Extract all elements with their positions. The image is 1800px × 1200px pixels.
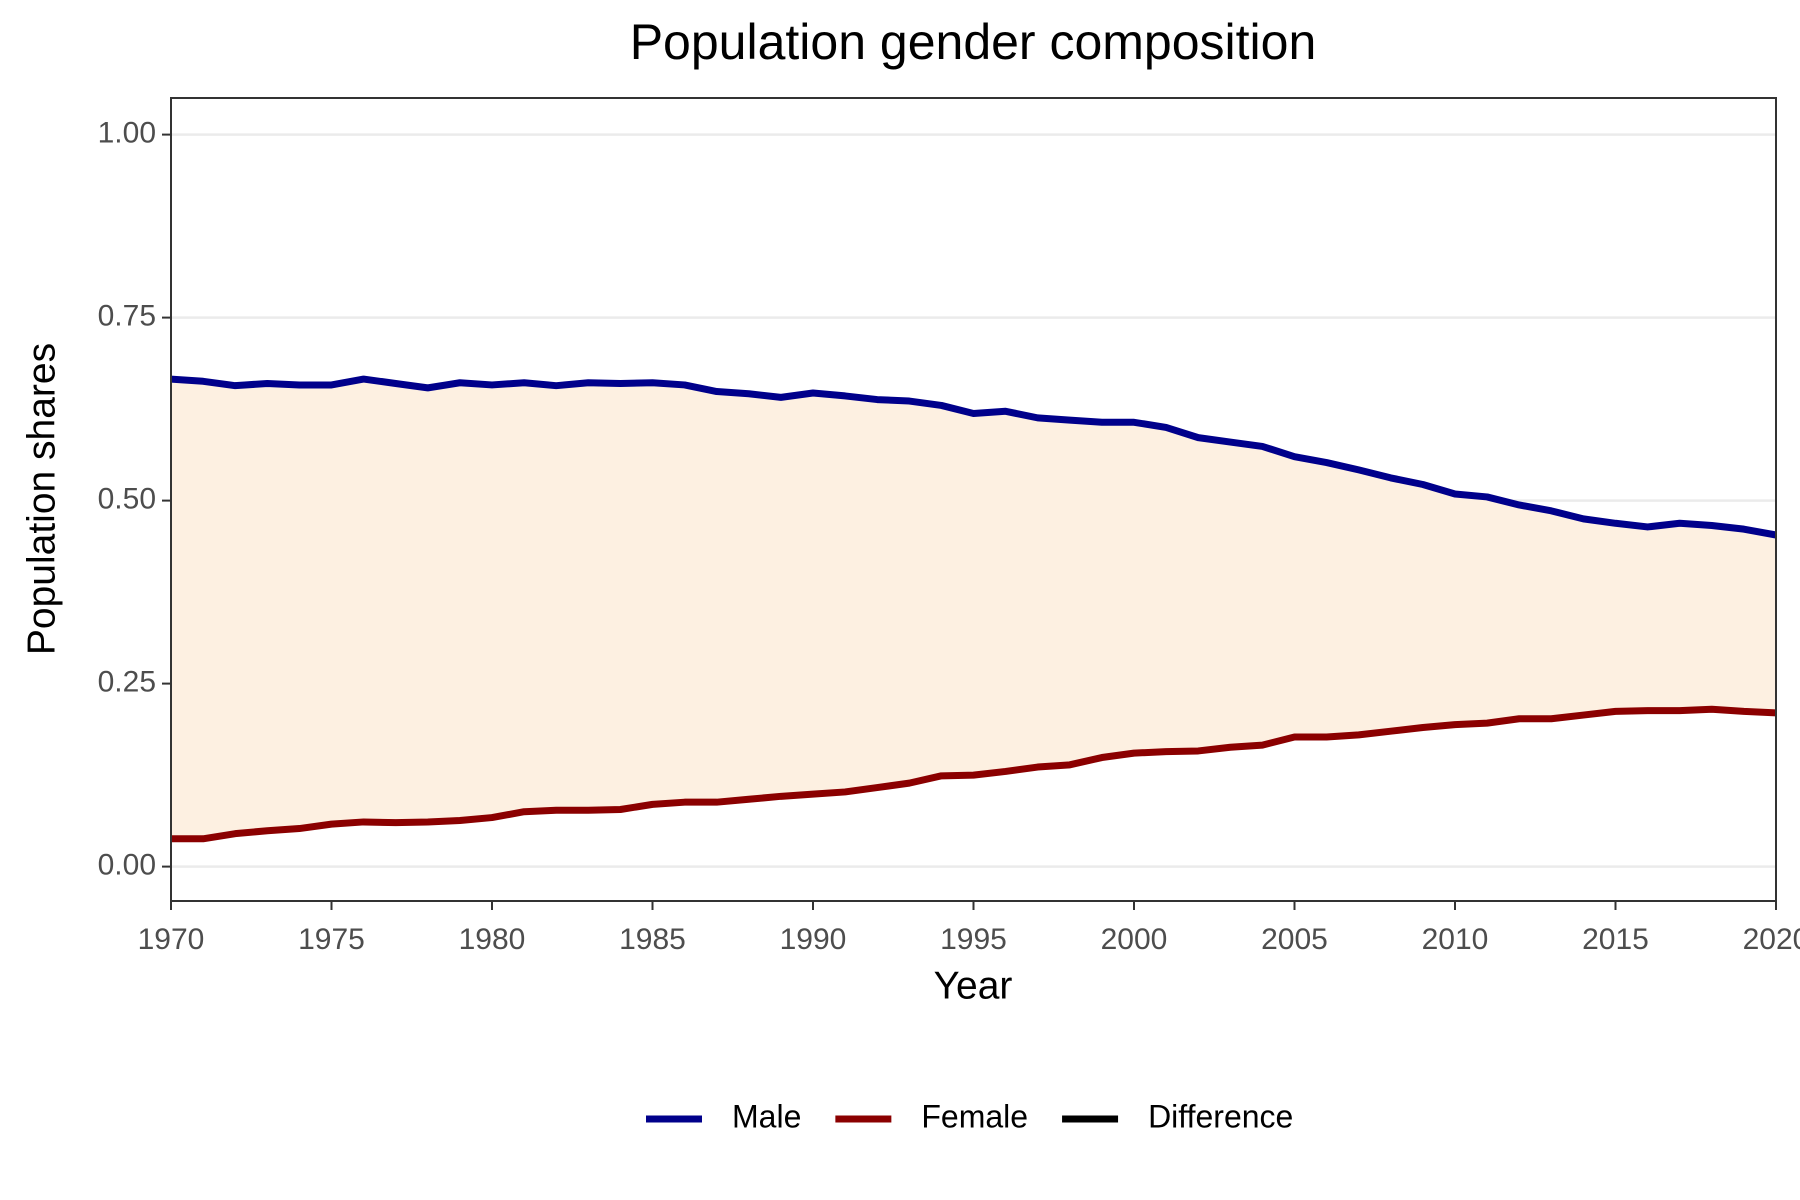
- x-tick-label: 2015: [1582, 923, 1649, 956]
- x-tick-label: 1990: [780, 923, 847, 956]
- chart-title: Population gender composition: [630, 14, 1317, 70]
- y-tick-label: 0.25: [98, 666, 156, 699]
- y-tick-label: 0.75: [98, 300, 156, 333]
- ribbon: [171, 379, 1776, 839]
- x-tick-label: 1985: [619, 923, 686, 956]
- x-tick-label: 1975: [298, 923, 365, 956]
- x-tick-label: 2005: [1261, 923, 1328, 956]
- x-axis-title: Year: [934, 964, 1013, 1007]
- legend-label: Female: [921, 1098, 1028, 1134]
- series-line: [171, 705, 1777, 843]
- y-tick-label: 0.50: [98, 483, 156, 516]
- x-tick-label: 1980: [459, 923, 526, 956]
- x-tick-label: 2010: [1422, 923, 1489, 956]
- legend: Male Female Difference: [646, 1098, 1293, 1134]
- x-tick-label: 2000: [1101, 923, 1168, 956]
- y-tick-label: 1.00: [98, 117, 156, 150]
- legend-label: Male: [732, 1098, 801, 1134]
- x-tick-label: 2020: [1743, 923, 1800, 956]
- series-line: [170, 375, 1777, 539]
- legend-label: Difference: [1148, 1098, 1293, 1134]
- x-tick-label: 1995: [940, 923, 1007, 956]
- y-tick-label: 0.00: [98, 849, 156, 882]
- x-tick-label: 1970: [138, 923, 205, 956]
- y-axis-title: Population shares: [20, 343, 63, 655]
